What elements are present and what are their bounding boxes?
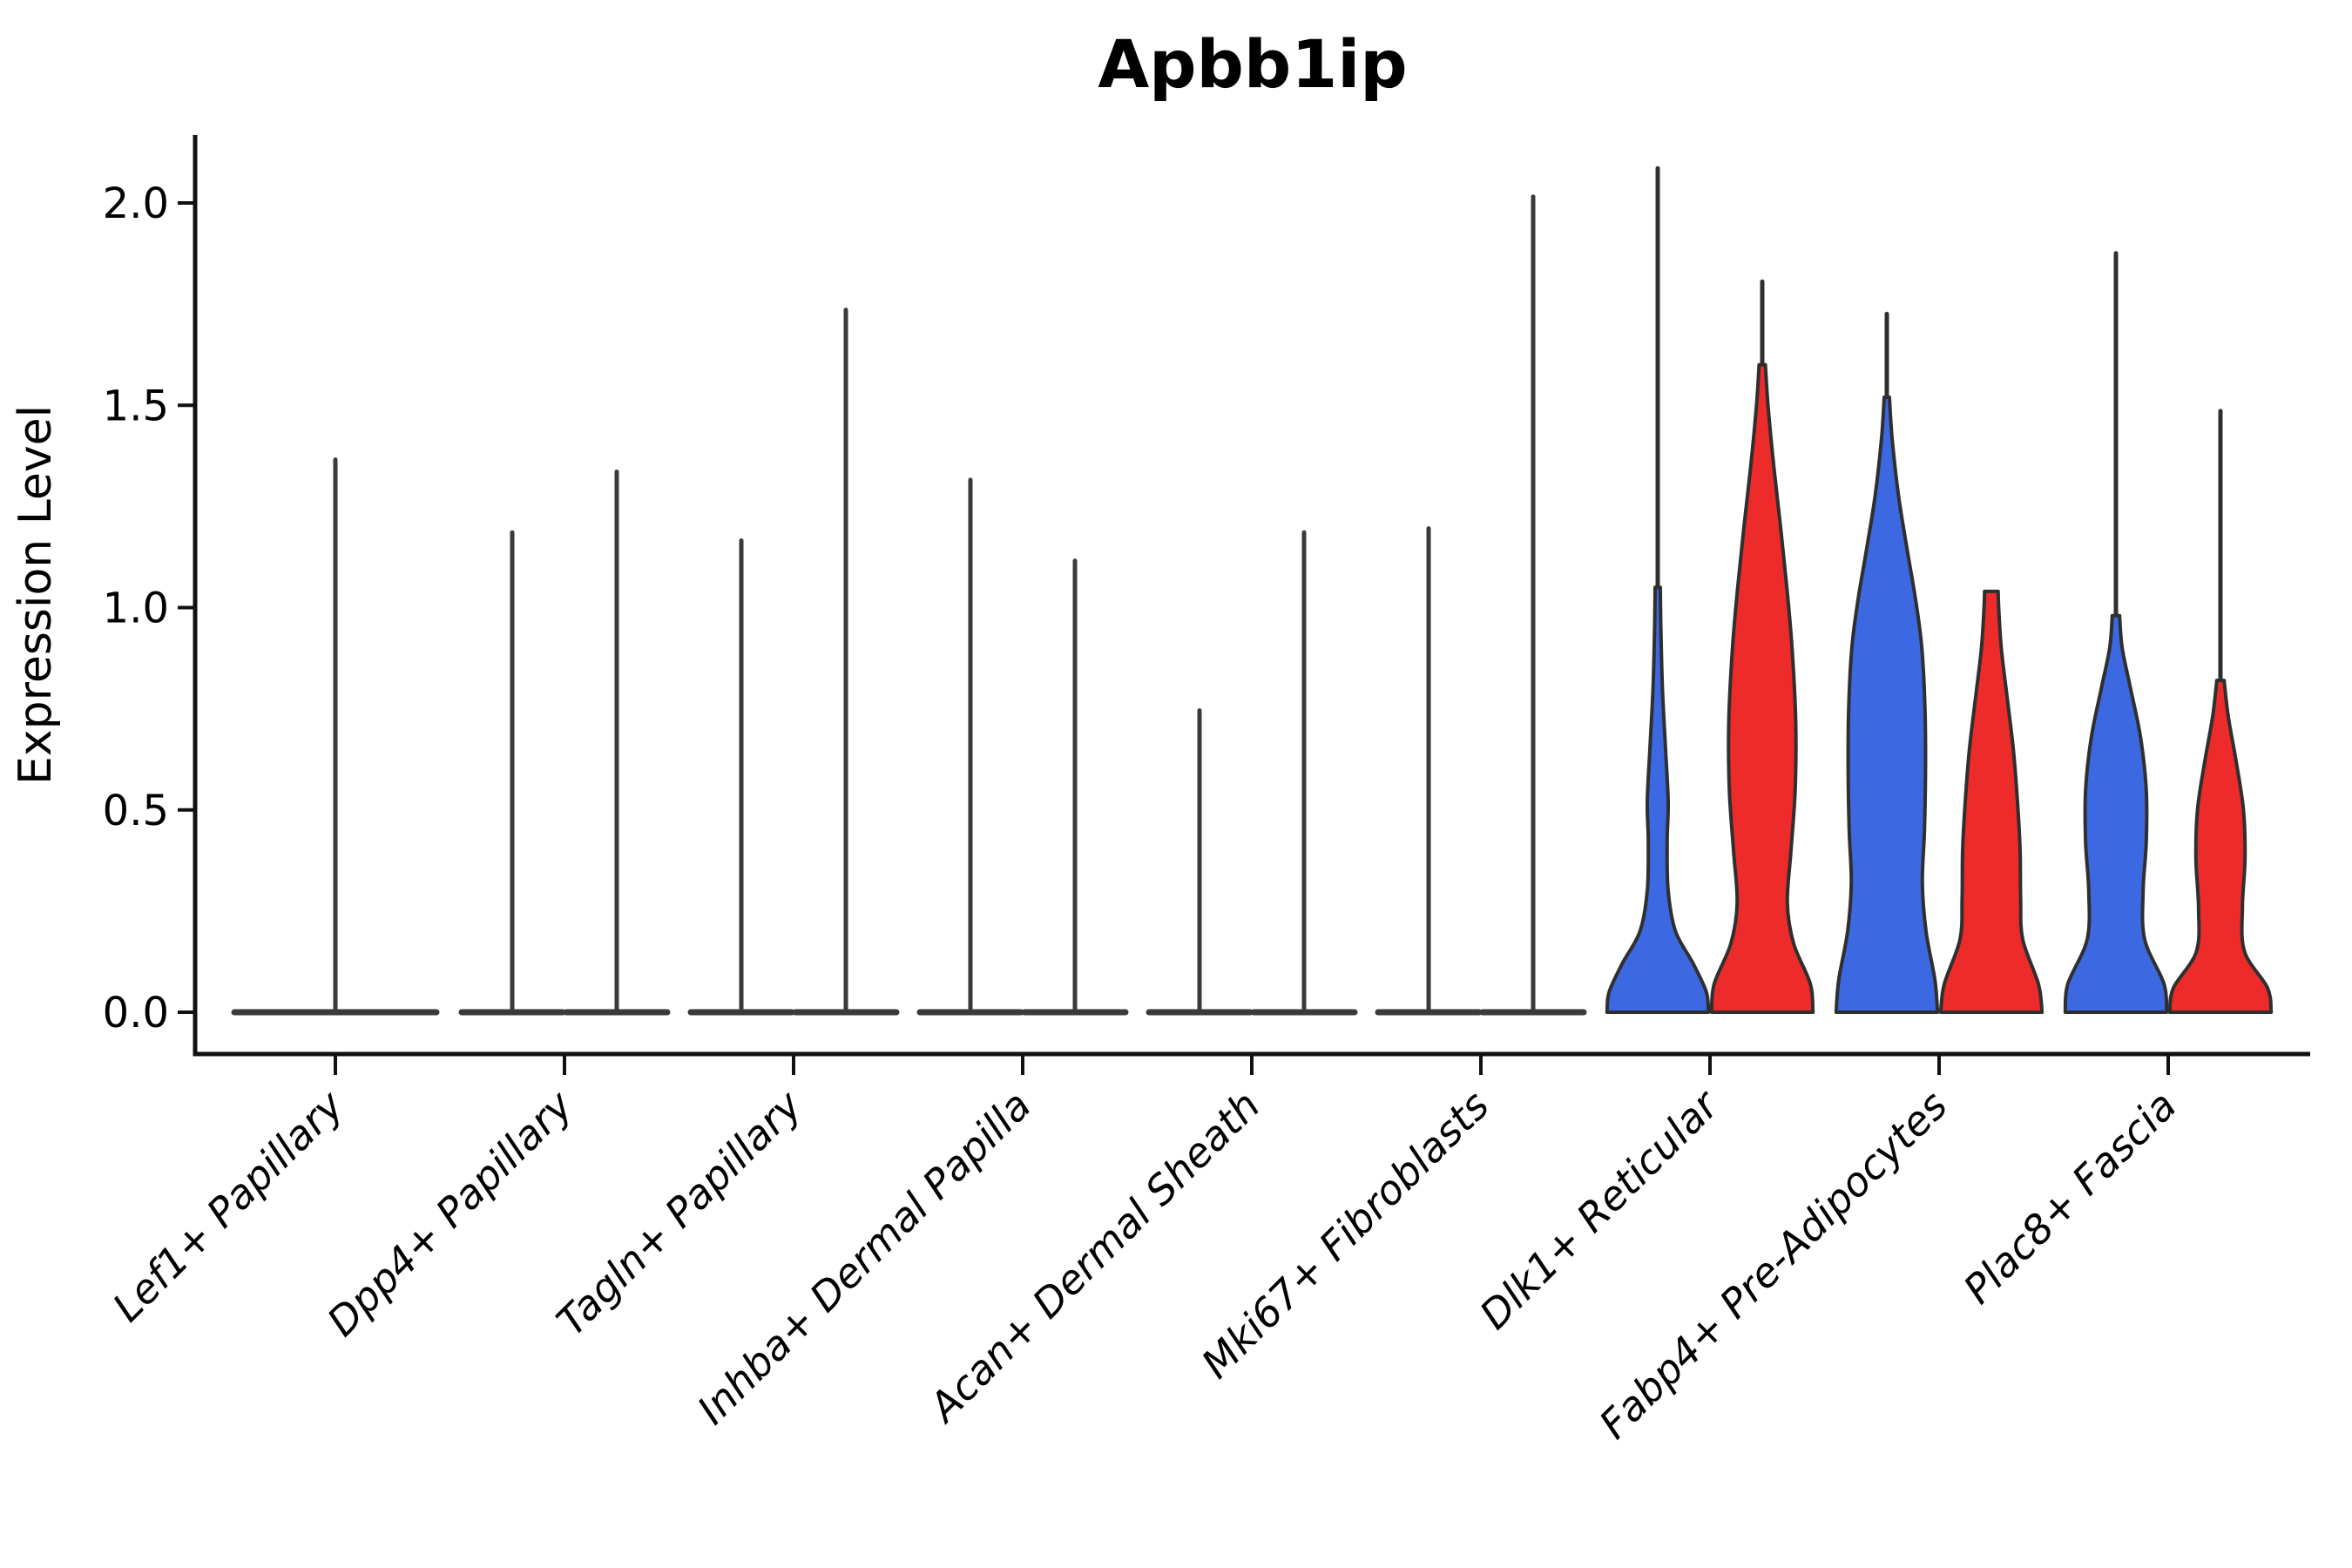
violin-6-right-body bbox=[1709, 362, 1815, 1014]
x-tick-label: Dpp4+ Papillary bbox=[318, 1081, 582, 1345]
violin-series bbox=[231, 166, 2274, 1016]
violin-8-left-body bbox=[2063, 613, 2169, 1014]
y-tick-label: 2.0 bbox=[103, 179, 169, 228]
x-tick-label: Dlk1+ Reticular bbox=[1470, 1079, 1729, 1338]
y-tick-labels: 0.0 0.5 1.0 1.5 2.0 bbox=[103, 179, 169, 1037]
y-tick-label: 0.5 bbox=[103, 787, 169, 835]
violin-7-left-body bbox=[1834, 395, 1940, 1014]
x-tick-label: Tagln+ Papillary bbox=[547, 1081, 811, 1345]
y-tick-label: 1.5 bbox=[103, 382, 169, 430]
y-tick-label: 1.0 bbox=[103, 585, 169, 633]
axes bbox=[178, 135, 2310, 1075]
x-tick-label: Lef1+ Papillary bbox=[104, 1081, 353, 1330]
x-tick-label: Plac8+ Fascia bbox=[1954, 1082, 2185, 1313]
violin-7-right-body bbox=[1938, 589, 2044, 1014]
y-axis-label: Expression Level bbox=[10, 405, 62, 785]
y-tick-label: 0.0 bbox=[103, 989, 169, 1037]
chart-title: Apbb1ip bbox=[1098, 25, 1407, 103]
violin-6-left-body bbox=[1605, 585, 1711, 1014]
violin-8-right-body bbox=[2167, 679, 2274, 1014]
